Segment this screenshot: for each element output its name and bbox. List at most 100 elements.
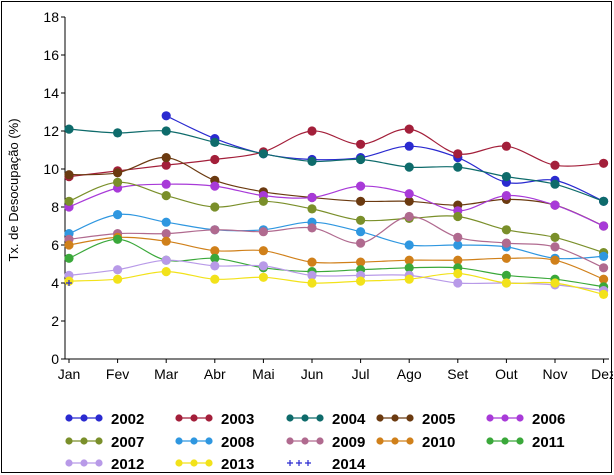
data-point-2003	[210, 154, 220, 165]
y-tick-label: 8	[51, 199, 59, 215]
legend-marker	[406, 414, 414, 422]
legend-marker	[391, 437, 399, 445]
legend-label: 2004	[332, 411, 366, 428]
data-point-2003	[356, 139, 366, 149]
x-tick-label: Dez	[591, 366, 613, 382]
data-point-2004	[258, 149, 268, 159]
y-tick-label: 10	[43, 161, 59, 177]
legend-item-2004: 2004	[286, 411, 366, 428]
data-point-2012	[210, 261, 220, 271]
data-point-2007	[210, 202, 220, 212]
data-point-2004	[599, 196, 609, 206]
series-2006	[64, 179, 609, 231]
x-tick-group: Jan Fev Mar Abr Mai Jun Jul Ago Set Out Nov Dez	[58, 359, 613, 382]
legend-item-2002: 2002	[65, 411, 144, 428]
series-line-2007	[68, 181, 604, 254]
x-tick-label: Abr	[204, 366, 226, 382]
series-2013	[64, 267, 609, 299]
data-point-2006	[404, 189, 414, 199]
data-point-2007	[550, 232, 560, 242]
data-point-2010	[404, 255, 414, 265]
data-point-2005	[404, 196, 414, 206]
data-point-2006	[161, 179, 171, 189]
data-point-2009	[258, 227, 268, 237]
data-point-2013	[453, 268, 463, 279]
data-point-2007	[307, 204, 317, 214]
data-point-2003	[453, 149, 463, 159]
data-point-2008	[404, 240, 414, 250]
legend-label: 2005	[422, 411, 455, 428]
legend-marker	[95, 437, 103, 445]
data-point-2013	[550, 278, 560, 288]
data-point-2006	[307, 192, 317, 203]
legend-item-2008: 2008	[175, 434, 254, 451]
data-point-2004	[113, 128, 123, 138]
x-tick-label: Out	[495, 366, 518, 382]
legend-label: 2010	[422, 434, 455, 451]
data-point-2009	[404, 211, 414, 222]
legend-marker	[316, 437, 324, 445]
data-point-2011	[64, 253, 74, 263]
data-point-2005	[356, 196, 366, 206]
series-2003	[64, 124, 609, 182]
legend-marker	[175, 437, 183, 445]
data-point-2002	[161, 111, 171, 121]
data-point-2009	[550, 242, 560, 252]
data-point-2007	[356, 215, 366, 225]
data-point-2008	[599, 251, 609, 261]
y-tick-label: 0	[51, 351, 59, 367]
series-2002	[161, 111, 609, 206]
series-line-2012	[68, 259, 604, 292]
data-point-2004	[64, 124, 74, 134]
series-line-2003	[68, 128, 604, 178]
data-point-2013	[258, 272, 268, 282]
data-point-2005	[161, 153, 171, 163]
data-point-2013	[599, 289, 609, 299]
legend-marker	[95, 414, 103, 422]
data-point-2007	[64, 196, 74, 206]
data-point-2003	[501, 141, 511, 151]
data-point-2006	[550, 200, 560, 210]
legend-marker	[205, 459, 213, 467]
legend-marker	[501, 414, 509, 422]
legend-marker	[65, 459, 73, 467]
data-point-2009	[453, 232, 463, 242]
data-point-2006	[356, 181, 366, 191]
data-point-2009	[356, 238, 366, 248]
y-tick-label: 18	[43, 9, 59, 25]
y-tick-label: 4	[51, 275, 59, 291]
data-point-2007	[161, 191, 171, 201]
series-line-2002	[165, 115, 604, 202]
data-point-2011	[501, 270, 511, 280]
data-point-2010	[161, 236, 171, 246]
data-point-2003	[307, 126, 317, 136]
legend-marker	[406, 437, 414, 445]
series-2004	[64, 124, 609, 206]
x-tick-label: Ago	[397, 366, 422, 382]
data-point-2007	[258, 196, 268, 206]
x-tick-label: Jun	[301, 366, 324, 382]
data-point-2010	[599, 274, 609, 284]
data-point-2004	[307, 156, 317, 166]
data-point-2004	[550, 179, 560, 189]
legend-marker	[80, 459, 88, 467]
legend-item-2009: 2009	[286, 434, 365, 451]
legend-marker	[205, 437, 213, 445]
series-2014	[66, 280, 72, 286]
y-tick-group: 0 2 4 6 8 10 12 14 16 18	[43, 9, 65, 367]
data-point-2012	[113, 265, 123, 275]
data-point-2004	[161, 126, 171, 136]
data-point-2010	[307, 257, 317, 267]
legend-marker	[190, 459, 198, 467]
data-point-2005	[113, 168, 123, 178]
legend-marker	[287, 460, 293, 466]
series-2007	[64, 177, 609, 258]
legend-label: 2012	[111, 456, 144, 473]
x-tick-label: Fev	[106, 366, 129, 382]
y-axis-label: Tx. de Desocupação (%)	[6, 118, 21, 261]
legend-marker	[301, 437, 309, 445]
legend-label: 2009	[332, 434, 365, 451]
data-point-2003	[404, 124, 414, 134]
legend-marker	[391, 414, 399, 422]
